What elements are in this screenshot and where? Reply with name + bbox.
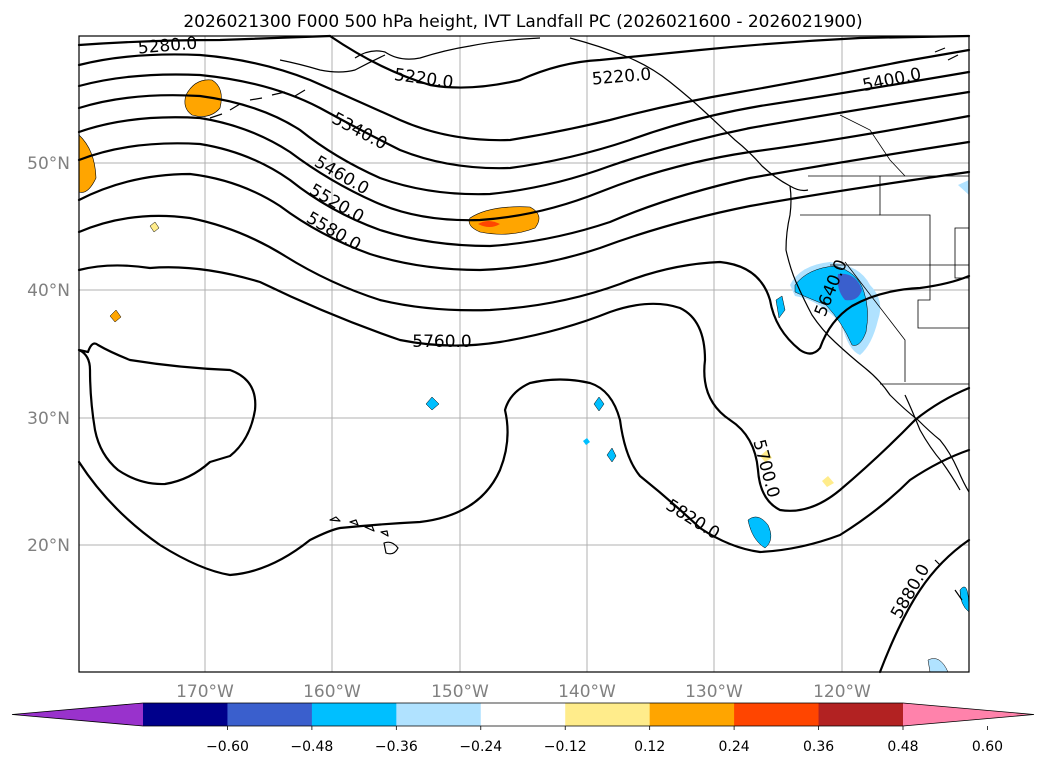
contour-5760-inner xyxy=(77,342,257,486)
alaska-coastline xyxy=(354,37,541,60)
ivt-negative-core xyxy=(837,273,862,301)
colorbar-segment xyxy=(396,703,482,726)
longitude-labels: 170°W 160°W 150°W 140°W 130°W 120°W xyxy=(176,682,871,702)
contour-5640 xyxy=(77,214,971,355)
ivt-positive-speck xyxy=(109,309,122,323)
lon-label-170w: 170°W xyxy=(176,682,234,702)
contour-5640a xyxy=(77,170,971,272)
gridlines xyxy=(79,36,969,672)
ivt-negative-speck xyxy=(958,180,969,195)
colorbar-tick-label: 0.36 xyxy=(803,739,834,755)
height-contours xyxy=(77,34,971,674)
lat-label-30n: 30°N xyxy=(27,409,70,429)
colorbar-tick-label: 0.60 xyxy=(972,739,1003,755)
colorbar-tick-label: −0.12 xyxy=(544,739,587,755)
contour-5700 xyxy=(77,264,971,512)
lat-label-20n: 20°N xyxy=(27,536,70,556)
contour-5580 xyxy=(77,140,971,248)
colorbar-segment xyxy=(565,703,651,726)
ivt-negative-speck xyxy=(775,295,786,319)
ivt-negative-speck xyxy=(425,396,440,411)
map-background xyxy=(79,36,969,672)
lat-label-40n: 40°N xyxy=(27,281,70,301)
contour-5400 xyxy=(77,70,971,170)
lon-label-140w: 140°W xyxy=(558,682,616,702)
ivt-positive-region xyxy=(78,134,97,193)
figure-title: 2026021300 F000 500 hPa height, IVT Land… xyxy=(183,12,862,32)
colorbar-outline xyxy=(11,702,1035,727)
ivt-shading xyxy=(78,79,970,673)
colorbar-segment xyxy=(311,703,397,726)
ivt-positive-speck xyxy=(822,476,834,487)
ivt-positive-region xyxy=(184,79,222,117)
arctic-islands xyxy=(934,47,959,61)
colorbar-extension-low xyxy=(12,703,143,726)
colorbar-tick-label: −0.24 xyxy=(459,739,502,755)
lon-label-130w: 130°W xyxy=(685,682,743,702)
ivt-positive-speck xyxy=(149,221,160,233)
hawaii-islands xyxy=(329,516,399,555)
contour-5340 xyxy=(77,48,971,142)
colorbar-tick-label: 0.12 xyxy=(634,739,665,755)
contour-label: 5760.0 xyxy=(412,332,471,352)
colorbar-tick-label: −0.60 xyxy=(206,739,249,755)
state-border xyxy=(830,264,969,329)
ivt-negative-region xyxy=(747,516,772,549)
colorbar: −0.60 −0.48 −0.36 −0.24 −0.12 0.12 0.24 0.36 0.4… xyxy=(11,702,1035,755)
colorbar-extension-high xyxy=(903,703,1034,726)
canada-border xyxy=(839,114,906,177)
colorbar-segment xyxy=(480,703,566,726)
aleutian-coastline xyxy=(279,54,386,73)
lat-label-50n: 50°N xyxy=(27,154,70,174)
lon-label-150w: 150°W xyxy=(431,682,489,702)
lon-label-120w: 120°W xyxy=(813,682,871,702)
colorbar-segment xyxy=(818,703,904,726)
colorbar-segment xyxy=(227,703,313,726)
us-west-coastline xyxy=(785,185,970,493)
contour-5880 xyxy=(878,538,971,674)
colorbar-segment xyxy=(734,703,820,726)
ivt-positive-speck xyxy=(760,450,772,462)
contour-5460 xyxy=(77,90,971,196)
colorbar-tick-label: −0.48 xyxy=(290,739,333,755)
contour-5520 xyxy=(77,114,971,222)
contour-5820 xyxy=(77,378,971,577)
state-border xyxy=(879,176,969,266)
ivt-negative-speck xyxy=(593,396,605,412)
map-panel: 5280.0 5220.0 5220.0 5400.0 5340.0 5460.… xyxy=(77,33,971,674)
colorbar-tick-label: 0.24 xyxy=(719,739,750,755)
colorbar-tick-label: −0.36 xyxy=(375,739,418,755)
state-border xyxy=(844,261,906,382)
contour-5220 xyxy=(328,34,971,89)
ivt-negative-speck xyxy=(583,438,590,445)
map-frame xyxy=(78,35,970,673)
colorbar-segment xyxy=(649,703,735,726)
baja-coastline xyxy=(904,394,961,491)
colorbar-segment xyxy=(143,703,228,726)
ivt-positive-core xyxy=(478,221,500,227)
aleutian-islands xyxy=(209,89,306,119)
latitude-labels: 50°N 40°N 30°N 20°N xyxy=(27,154,70,556)
ivt-positive-region xyxy=(468,206,540,235)
ivt-negative-speck xyxy=(606,447,617,463)
lon-label-160w: 160°W xyxy=(303,682,361,702)
colorbar-tick-label: 0.48 xyxy=(887,739,918,755)
contour-5280 xyxy=(77,34,332,47)
